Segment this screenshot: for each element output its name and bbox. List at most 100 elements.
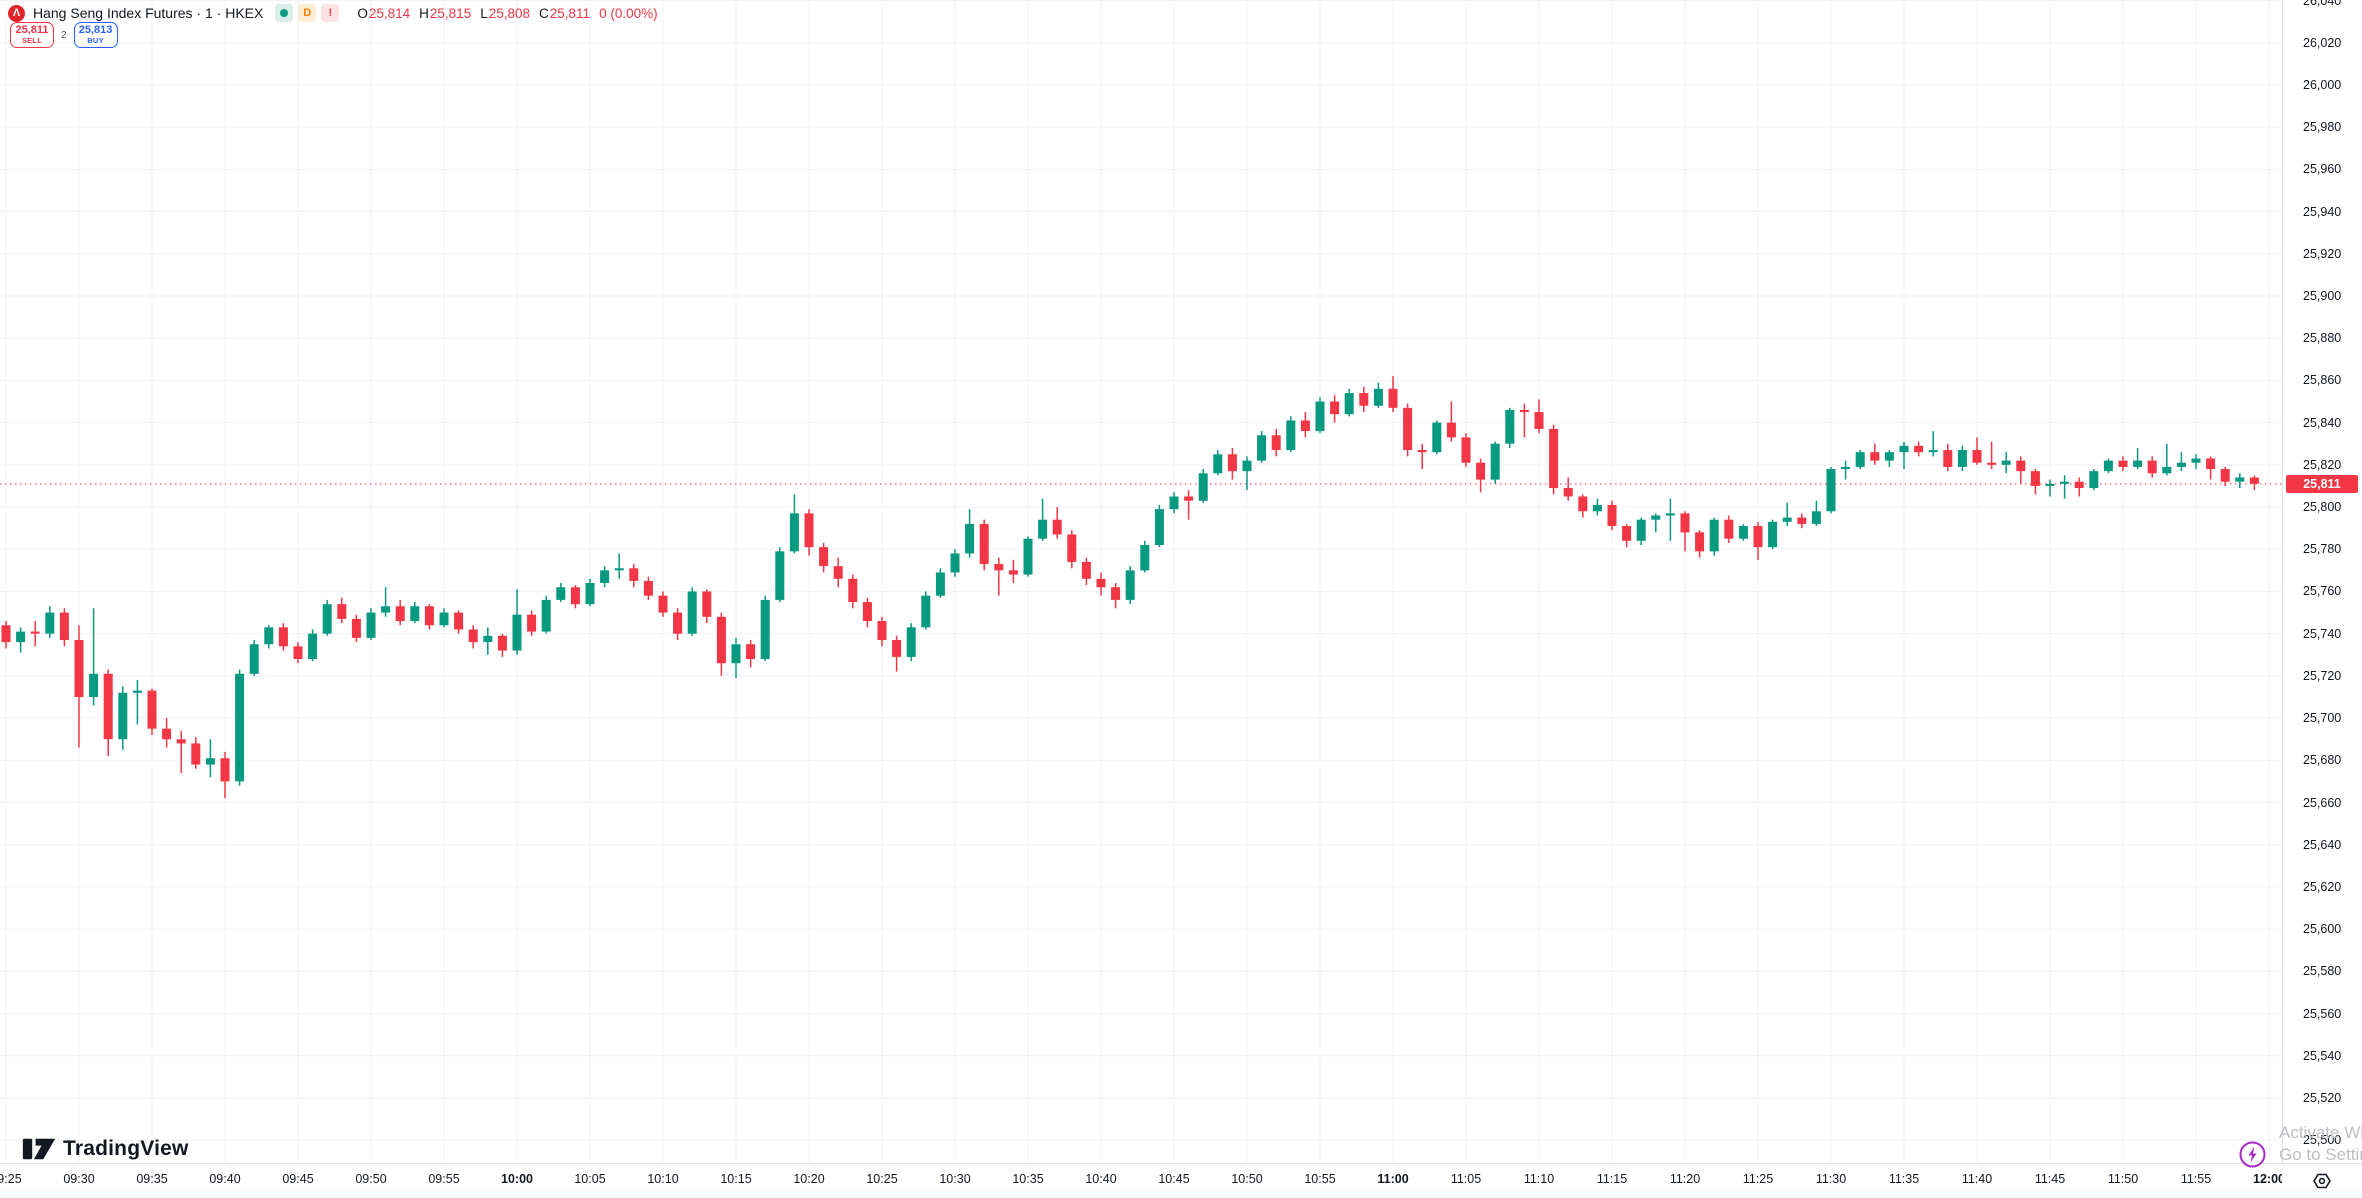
candle-body: [1607, 504, 1617, 527]
time-tick-label: 11:30: [1815, 1172, 1847, 1186]
sell-button[interactable]: 25,811 SELL: [10, 22, 54, 48]
candle-body: [1140, 545, 1150, 571]
candle-body: [483, 635, 493, 643]
candle-body: [2016, 460, 2026, 472]
time-tick-label: 11:50: [2107, 1172, 2139, 1186]
candle-body: [1373, 388, 1383, 406]
candle: [351, 614, 361, 643]
candle: [2103, 458, 2113, 474]
candle: [1140, 540, 1150, 573]
symbol-title[interactable]: Hang Seng Index Futures · 1 · HKEX: [33, 5, 264, 21]
candle: [147, 688, 157, 735]
tradingview-logo[interactable]: TradingView: [22, 1136, 189, 1162]
time-tick-label: 10:10: [647, 1172, 679, 1186]
candle-body: [1432, 422, 1442, 453]
candle: [994, 557, 1004, 596]
candle: [1330, 395, 1340, 423]
candle: [483, 627, 493, 655]
time-tick-label: 10:40: [1085, 1172, 1117, 1186]
candle: [1300, 412, 1310, 438]
candle: [775, 547, 785, 603]
candle-body: [220, 758, 230, 782]
symbol-badges: D !: [275, 4, 340, 22]
candle-body: [118, 692, 128, 740]
candlestick-chart[interactable]: [0, 0, 2282, 1163]
buy-button[interactable]: 25,813 BUY: [73, 22, 118, 48]
candle: [556, 583, 566, 603]
candle-body: [2060, 481, 2070, 484]
candle: [965, 509, 975, 558]
candle-body: [2162, 466, 2172, 474]
chart-pane[interactable]: [0, 0, 2282, 1163]
candle-body: [1300, 420, 1310, 432]
candle-body: [1709, 519, 1719, 552]
candle: [89, 608, 99, 706]
candle: [1490, 441, 1500, 484]
candle: [1914, 441, 1924, 457]
candle: [1782, 502, 1792, 527]
price-tick-label: 25,980: [2303, 120, 2342, 135]
candle: [1680, 511, 1690, 552]
candle: [804, 509, 814, 556]
candle-body: [1096, 578, 1106, 588]
candle: [1592, 498, 1602, 516]
axis-settings-icon[interactable]: [2311, 1170, 2333, 1192]
candle: [1549, 424, 1559, 495]
time-tick-label: 10:05: [574, 1172, 606, 1186]
last-price-label[interactable]: 25,811: [2286, 474, 2358, 493]
delayed-data-badge[interactable]: D: [298, 4, 317, 22]
candle-body: [278, 627, 288, 647]
candle: [1870, 443, 1880, 465]
candle: [979, 519, 989, 571]
candle-body: [1067, 534, 1077, 562]
candle: [585, 578, 595, 607]
candle-body: [1957, 450, 1967, 467]
market-open-status-icon[interactable]: [275, 4, 294, 22]
candle-body: [264, 627, 274, 645]
candle: [1797, 513, 1807, 529]
candle: [1403, 403, 1413, 457]
candle: [191, 737, 201, 769]
candle-body: [979, 523, 989, 565]
candle-body: [935, 572, 945, 596]
candle-body: [2118, 460, 2128, 467]
candle-body: [162, 728, 172, 740]
candle: [2220, 466, 2230, 486]
candle: [760, 595, 770, 662]
candle-body: [1870, 452, 1880, 461]
price-tick-label: 26,000: [2303, 77, 2342, 92]
candle: [45, 606, 55, 638]
notice-badge[interactable]: !: [321, 4, 340, 22]
candle-body: [1797, 517, 1807, 524]
candle-body: [147, 690, 157, 729]
candle-body: [965, 523, 975, 554]
candle-body: [570, 587, 580, 605]
candle: [1636, 517, 1646, 546]
candle-body: [1403, 407, 1413, 451]
candle-body: [614, 568, 624, 571]
candle: [2001, 452, 2011, 474]
price-axis[interactable]: 25,811 26,040 26,020 26,000 25,980 25,960 25,…: [2282, 0, 2362, 1163]
candle-body: [1680, 513, 1690, 533]
candle: [1622, 523, 1632, 548]
price-tick-label: 25,740: [2303, 626, 2342, 641]
candle-body: [1738, 526, 1748, 539]
price-tick-label: 25,620: [2303, 879, 2342, 894]
candle-body: [556, 587, 566, 600]
candle-body: [132, 690, 142, 693]
low-value: L 25,808: [480, 5, 531, 21]
candle-body: [191, 743, 201, 765]
candle: [1373, 382, 1383, 408]
candle: [1417, 443, 1427, 470]
candle: [2074, 477, 2084, 497]
symbol-logo-icon[interactable]: Λ: [8, 4, 25, 22]
lightning-icon[interactable]: [2239, 1141, 2266, 1168]
candle-body: [1987, 462, 1997, 465]
candle-body: [249, 644, 259, 674]
candle-body: [892, 640, 902, 657]
candle-body: [337, 604, 347, 619]
candle: [1811, 500, 1821, 527]
candle: [118, 686, 128, 750]
price-tick-label: 25,940: [2303, 204, 2342, 219]
candle: [2191, 454, 2201, 470]
